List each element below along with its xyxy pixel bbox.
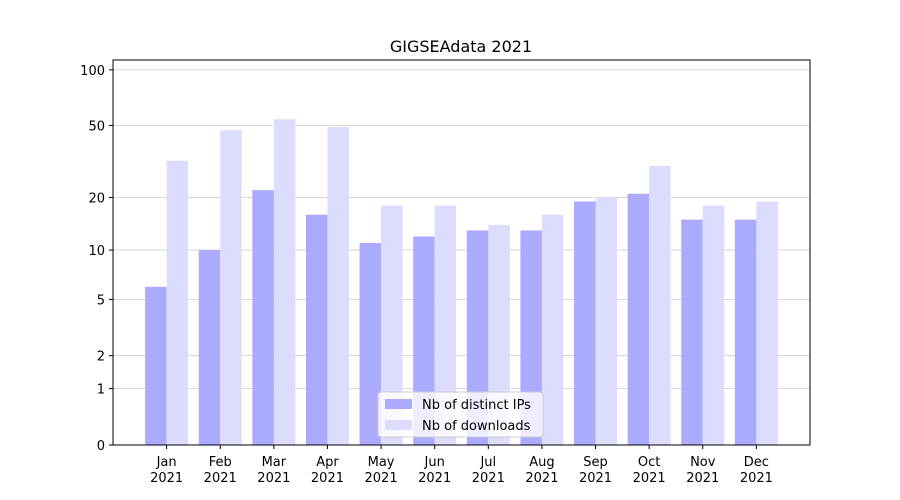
legend-box [377,391,544,438]
y-tick-label: 0 [97,439,105,454]
bar [198,250,221,445]
plot-frame [112,59,811,446]
y-tick-label: 5 [97,293,105,308]
bar [702,205,725,445]
x-tick-label: Aug 2021 [525,455,558,486]
bar [434,205,457,445]
x-tick-label: May 2021 [365,455,398,486]
x-tick-label: Jan 2021 [150,455,183,486]
x-tick-label: Nov 2021 [686,455,719,486]
y-tick-label: 10 [88,244,105,259]
bar [649,165,671,445]
x-tick-label: Feb 2021 [204,455,237,486]
bar [220,130,242,445]
y-tick-label: 1 [97,383,105,398]
x-tick-label: Apr 2021 [311,455,344,486]
bar [541,214,564,445]
x-tick-label: Dec 2021 [740,455,773,486]
bar [520,230,542,445]
bar [756,201,778,445]
bar [734,219,757,445]
x-tick-label: Mar 2021 [257,455,290,486]
bar [595,197,618,445]
legend-swatch [385,399,412,409]
bar [381,205,403,445]
x-tick-label: Oct 2021 [633,455,666,486]
bar [252,190,274,445]
bar [273,119,296,445]
legend-swatch [385,420,412,430]
legend-label: Nb of distinct IPs [422,398,531,413]
x-tick-label: Jun 2021 [418,455,451,486]
bar [327,126,349,446]
y-tick-label: 20 [88,192,105,207]
bar [466,230,489,445]
bar [145,286,167,445]
bar [305,214,328,445]
y-tick-label: 50 [88,119,105,134]
bar [574,201,596,445]
y-tick-label: 2 [97,350,105,365]
y-tick-label: 100 [80,64,105,79]
chart-title: GIGSEAdata 2021 [390,37,532,56]
bar [627,193,650,445]
bar [488,224,510,445]
bar [166,160,189,445]
x-tick-label: Jul 2021 [472,455,505,486]
bar [681,219,703,445]
legend-label: Nb of downloads [422,419,531,434]
bar [359,243,382,445]
x-tick-label: Sep 2021 [579,455,612,486]
